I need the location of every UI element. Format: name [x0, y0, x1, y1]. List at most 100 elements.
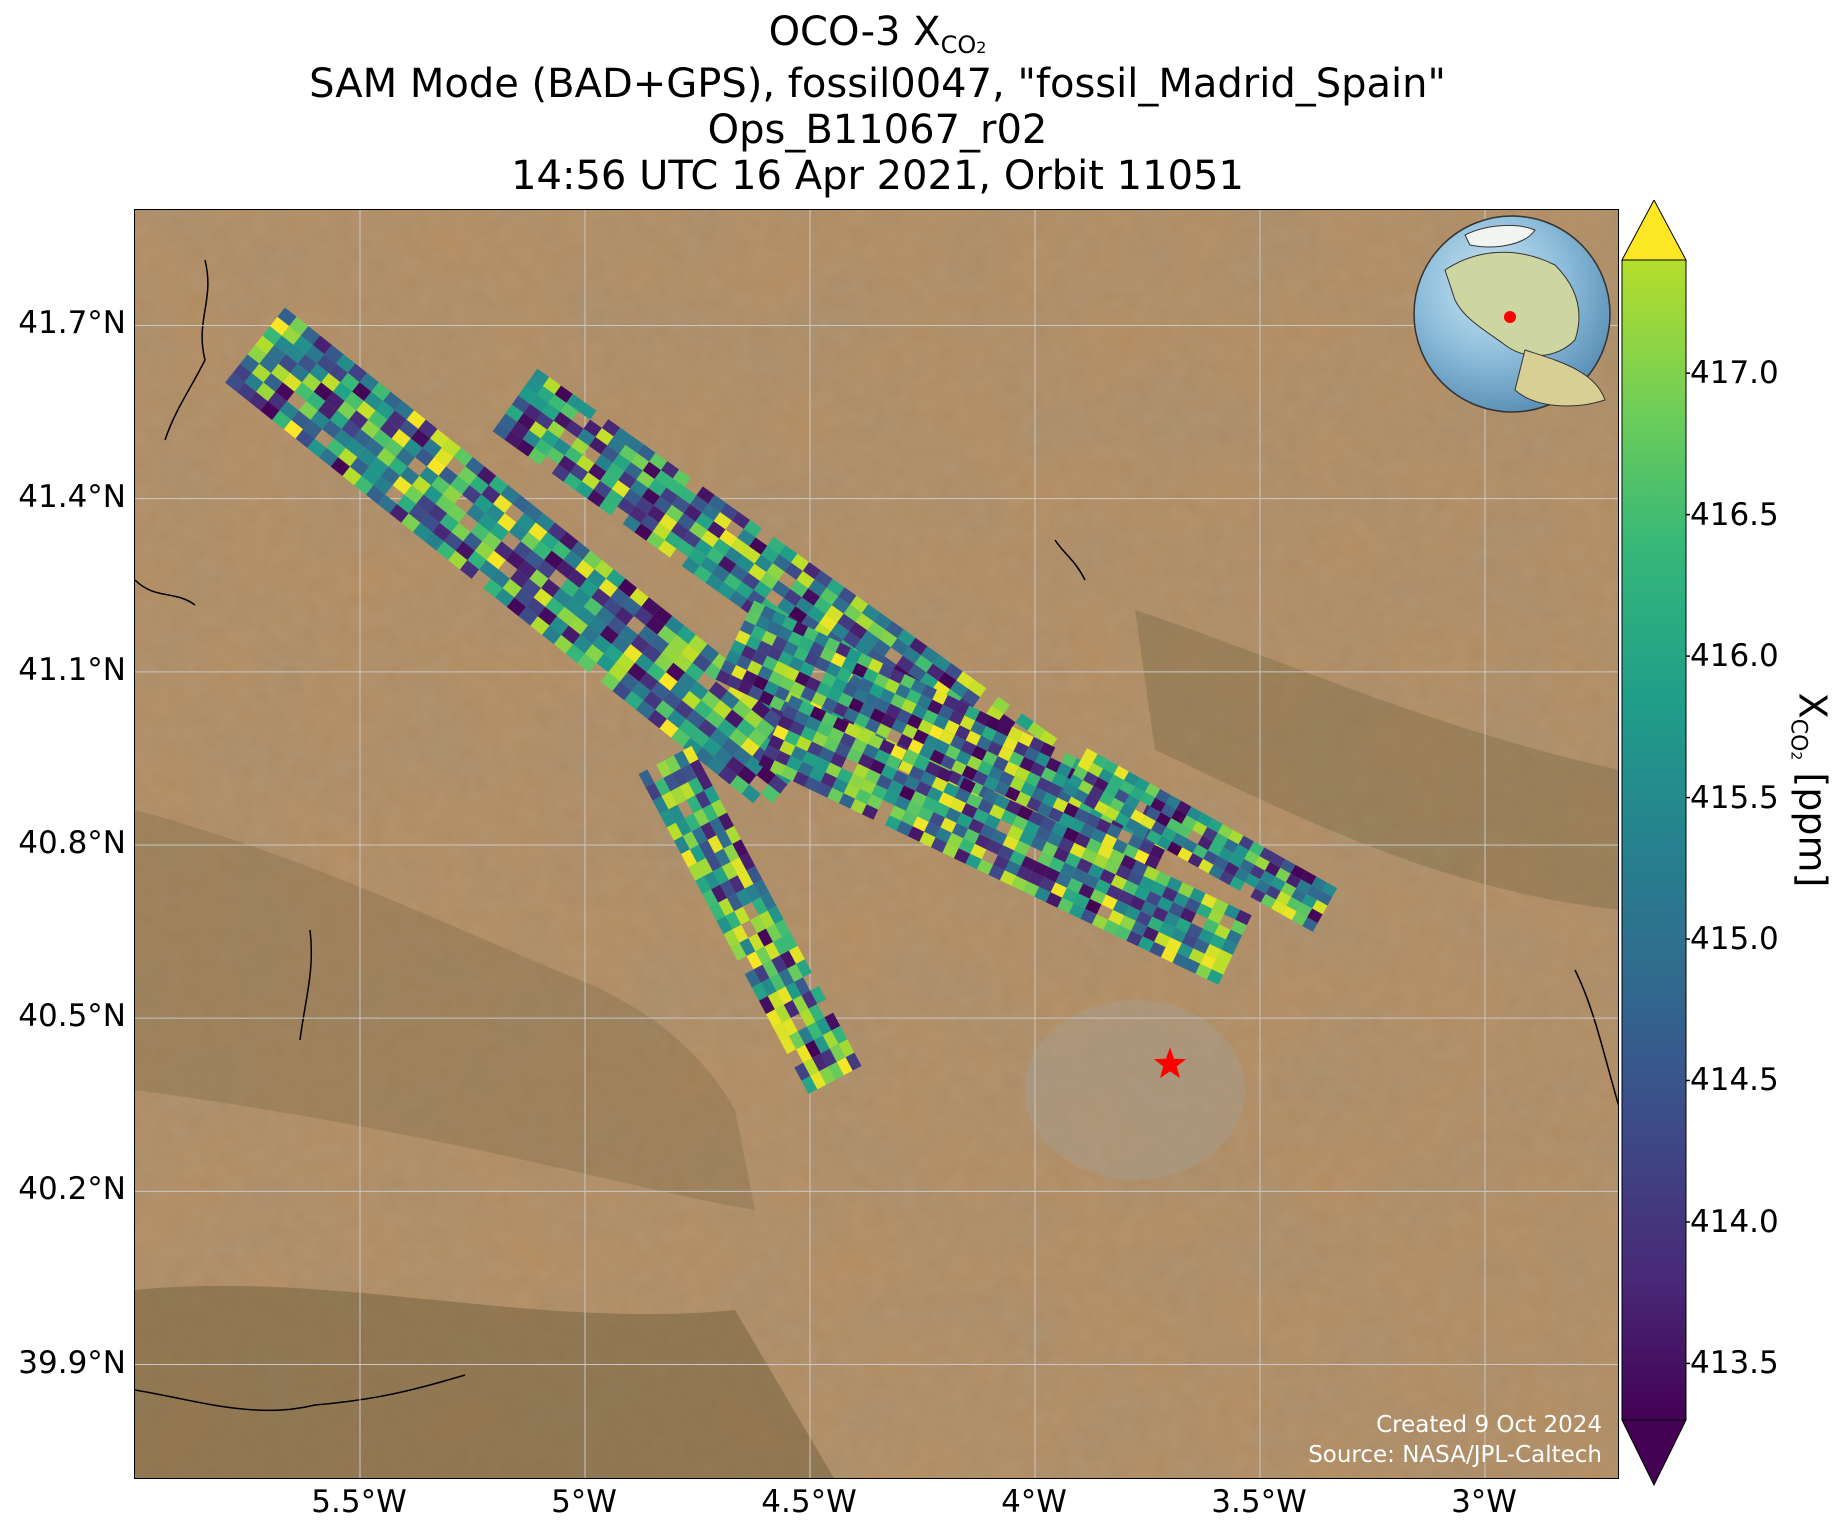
sounding-cell — [822, 697, 838, 713]
sounding-cell — [1161, 886, 1178, 903]
sounding-cell — [383, 391, 403, 411]
sounding-cell — [1085, 838, 1103, 854]
sounding-cell — [1218, 847, 1234, 862]
sounding-cell — [1016, 805, 1034, 821]
sounding-cell — [1160, 947, 1178, 963]
sounding-cell — [806, 1021, 823, 1040]
sounding-cell — [1229, 876, 1245, 891]
sounding-cell — [726, 674, 743, 691]
sounding-cell — [997, 844, 1015, 861]
sounding-cell — [285, 344, 306, 364]
sounding-cell — [1041, 841, 1059, 858]
sounding-cell — [972, 770, 989, 786]
sounding-cell — [523, 403, 542, 422]
sounding-cell — [985, 705, 1004, 723]
sounding-cell — [923, 734, 940, 750]
sounding-cell — [758, 910, 775, 929]
sounding-cell — [438, 466, 458, 486]
sounding-cell — [1063, 802, 1079, 818]
sounding-cell — [754, 554, 773, 573]
sounding-cell — [1307, 908, 1323, 924]
sounding-cell — [518, 606, 538, 626]
sounding-cell — [1103, 783, 1120, 798]
sounding-cell — [670, 681, 690, 701]
sounding-cell — [767, 991, 784, 1010]
sounding-cell — [1230, 919, 1247, 936]
sounding-cell — [353, 429, 373, 448]
sounding-cell — [553, 411, 572, 430]
sounding-cell — [1149, 941, 1166, 958]
sounding-cell — [395, 447, 416, 467]
sounding-cell — [652, 796, 669, 815]
sounding-cell — [767, 645, 783, 661]
sounding-cell — [392, 475, 412, 495]
sounding-cell — [1280, 882, 1297, 897]
sounding-cell — [954, 725, 971, 741]
sounding-cell — [961, 803, 978, 819]
sounding-cell — [1061, 752, 1077, 768]
sounding-cell — [373, 475, 393, 495]
sounding-cell — [275, 382, 295, 402]
sounding-cell — [765, 923, 782, 942]
sounding-cell — [1291, 888, 1307, 903]
sounding-cell — [785, 981, 802, 1000]
sounding-cell — [830, 622, 850, 640]
sounding-cell — [757, 928, 773, 947]
sounding-cell — [1055, 872, 1072, 888]
created-date: Created 9 Oct 2024 — [1376, 1412, 1602, 1438]
sounding-cell — [552, 438, 571, 456]
sounding-cell — [950, 735, 966, 751]
sounding-cell — [1003, 761, 1020, 777]
sounding-cell — [418, 419, 438, 439]
sounding-cell — [799, 661, 816, 677]
sounding-cell — [1087, 863, 1105, 880]
sounding-cell — [1014, 840, 1031, 856]
sounding-cell — [656, 760, 673, 779]
sounding-cell — [892, 770, 909, 786]
sounding-cell — [788, 720, 806, 737]
sounding-cell — [408, 503, 428, 523]
sounding-cell — [536, 386, 555, 404]
sounding-cell — [919, 831, 936, 848]
sounding-cell — [715, 669, 732, 685]
sounding-cell — [988, 766, 1004, 782]
sounding-cell — [859, 703, 875, 719]
sounding-cell — [479, 560, 499, 579]
sounding-cell — [693, 565, 712, 583]
sounding-cell — [708, 681, 728, 701]
sounding-cell — [942, 694, 959, 711]
sounding-cell — [798, 636, 814, 652]
sounding-cell — [365, 485, 386, 505]
sounding-cell — [954, 787, 971, 804]
sounding-cell — [1123, 844, 1139, 860]
sounding-cell — [947, 832, 964, 849]
sounding-cell — [376, 447, 396, 467]
sounding-cell — [762, 709, 783, 729]
sounding-cell — [926, 663, 945, 681]
title-line-1: OCO-3 XCO2 — [768, 9, 987, 59]
sounding-cell — [753, 879, 770, 898]
sounding-cell — [654, 653, 674, 673]
sounding-cell — [1031, 787, 1047, 803]
sounding-cell — [683, 504, 702, 522]
sounding-cell — [307, 438, 327, 458]
sounding-cell — [760, 545, 780, 564]
sounding-cell — [693, 700, 713, 719]
sounding-cell — [861, 604, 881, 622]
sounding-cell — [826, 578, 845, 597]
sounding-cell — [625, 435, 644, 454]
map-panel[interactable] — [134, 209, 1619, 1479]
sounding-cell — [991, 829, 1008, 845]
sounding-cell — [889, 805, 906, 821]
sounding-cell — [638, 625, 658, 645]
sounding-cell — [1192, 844, 1208, 859]
sounding-cell — [698, 840, 715, 859]
sounding-cell — [1183, 958, 1201, 974]
sounding-cell — [700, 821, 717, 840]
sounding-cell — [761, 630, 777, 646]
sounding-cell — [801, 990, 818, 1009]
sounding-cell — [1124, 905, 1141, 921]
sounding-cell — [939, 729, 955, 745]
sounding-cell — [747, 590, 766, 608]
sounding-cell — [1108, 849, 1126, 865]
